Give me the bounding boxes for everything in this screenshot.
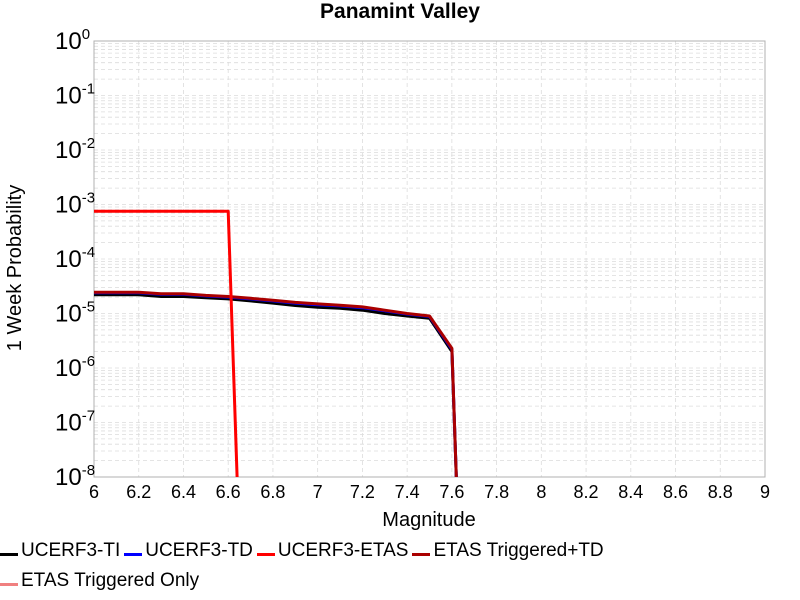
- y-tick-label: 10-4: [55, 244, 95, 273]
- legend-row: UCERF3-TI UCERF3-TD UCERF3-ETAS ETAS Tri…: [0, 536, 800, 566]
- x-tick-labels: 6 6.2 6.4 6.6 6.8 7 7.2 7.4 7.6 7.8 8 8.2 8.4 8.6 8.8 9: [89, 482, 770, 502]
- legend-label: ETAS Triggered Only: [21, 570, 200, 591]
- y-tick-labels: 100 10-1 10-2 10-3 10-4 10-5 10-6 10-7 10-8: [55, 26, 95, 491]
- series-lines: [94, 209, 458, 478]
- y-tick-label: 10-7: [55, 408, 95, 437]
- x-tick-label: 7.4: [395, 482, 420, 502]
- legend-item-etas-triggered-td: ETAS Triggered+TD: [412, 540, 604, 562]
- legend-item-etas-triggered-only: ETAS Triggered Only: [0, 570, 199, 592]
- x-tick-label: 6.2: [126, 482, 151, 502]
- x-tick-label: 6: [89, 482, 99, 502]
- x-tick-label: 6.8: [260, 482, 285, 502]
- y-tick-label: 10-6: [55, 353, 95, 382]
- legend-swatch: [412, 552, 431, 556]
- legend: UCERF3-TI UCERF3-TD UCERF3-ETAS ETAS Tri…: [0, 536, 800, 596]
- legend-swatch: [256, 552, 275, 556]
- x-tick-label: 7.2: [350, 482, 375, 502]
- legend-row: ETAS Triggered Only: [0, 566, 800, 596]
- y-tick-label: 10-3: [55, 190, 95, 219]
- x-tick-label: 6.4: [171, 482, 196, 502]
- x-tick-label: 9: [760, 482, 770, 502]
- x-tick-label: 7.6: [439, 482, 464, 502]
- x-tick-label: 8.2: [574, 482, 599, 502]
- y-tick-label: 10-5: [55, 299, 95, 328]
- x-tick-label: 8.6: [663, 482, 688, 502]
- legend-label: UCERF3-ETAS: [277, 540, 409, 561]
- y-tick-label: 10-8: [55, 462, 95, 491]
- legend-swatch: [124, 552, 143, 556]
- x-tick-label: 8.4: [618, 482, 643, 502]
- legend-label: UCERF3-TD: [145, 540, 253, 561]
- plot-frame: [93, 40, 766, 478]
- series-line-etas-triggered-td: [94, 290, 458, 478]
- y-axis-label: 1 Week Probability: [4, 185, 26, 351]
- chart-title: Panamint Valley: [320, 0, 480, 23]
- legend-label: UCERF3-TI: [21, 540, 121, 561]
- legend-swatch: [0, 582, 18, 586]
- legend-item-ucerf3-ti: UCERF3-TI: [0, 540, 120, 562]
- x-tick-label: 7: [313, 482, 323, 502]
- legend-label: ETAS Triggered+TD: [433, 540, 604, 561]
- legend-item-ucerf3-td: UCERF3-TD: [124, 540, 253, 562]
- y-tick-label: 10-1: [55, 81, 95, 110]
- grid: [93, 41, 766, 478]
- series-line-ucerf3-ti: [94, 293, 458, 478]
- x-axis-label: Magnitude: [382, 509, 475, 531]
- x-tick-label: 7.8: [484, 482, 509, 502]
- series-line-ucerf3-td: [94, 291, 458, 478]
- y-tick-label: 10-2: [55, 135, 95, 164]
- legend-swatch: [0, 552, 18, 556]
- x-tick-label: 8.8: [708, 482, 733, 502]
- y-tick-label: 100: [55, 26, 90, 55]
- x-tick-label: 6.6: [216, 482, 241, 502]
- series-line-ucerf3-etas: [94, 209, 239, 478]
- x-tick-label: 8: [536, 482, 546, 502]
- legend-item-ucerf3-etas: UCERF3-ETAS: [256, 540, 409, 562]
